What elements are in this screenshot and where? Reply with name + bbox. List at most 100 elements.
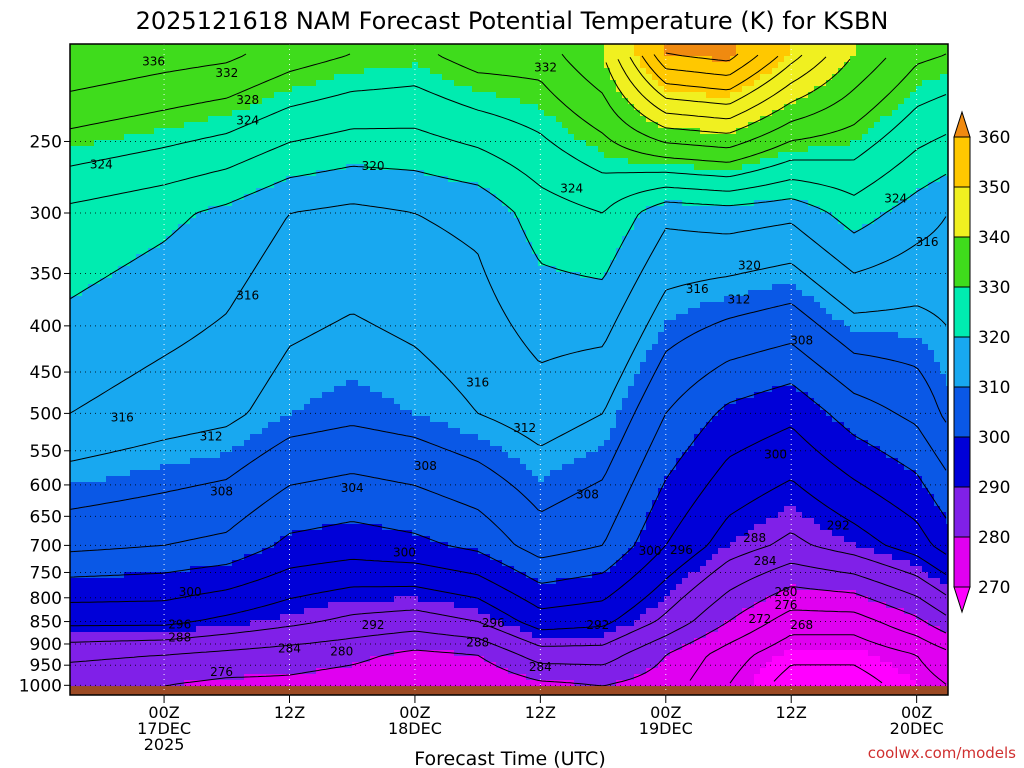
field-cell	[316, 236, 323, 243]
field-cell	[592, 98, 599, 105]
field-cell	[298, 50, 305, 57]
field-cell	[430, 80, 437, 87]
field-cell	[244, 236, 251, 243]
field-cell	[112, 50, 119, 57]
field-cell	[688, 92, 695, 99]
field-cell	[580, 152, 587, 159]
field-cell	[472, 44, 479, 51]
field-cell	[802, 212, 809, 219]
field-cell	[370, 224, 377, 231]
field-cell	[166, 134, 173, 141]
field-cell	[82, 194, 89, 201]
field-cell	[250, 224, 257, 231]
field-cell	[616, 80, 623, 87]
field-cell	[688, 80, 695, 87]
field-cell	[664, 158, 671, 165]
field-cell	[658, 44, 665, 51]
field-cell	[304, 242, 311, 249]
field-cell	[358, 200, 365, 207]
field-cell	[880, 242, 887, 249]
field-cell	[466, 128, 473, 135]
field-cell	[574, 140, 581, 147]
field-cell	[226, 92, 233, 99]
field-cell	[568, 122, 575, 129]
field-cell	[772, 188, 779, 195]
field-cell	[226, 122, 233, 129]
field-cell	[778, 110, 785, 117]
field-cell	[376, 98, 383, 105]
field-cell	[478, 158, 485, 165]
field-cell	[454, 68, 461, 75]
field-cell	[832, 68, 839, 75]
field-cell	[112, 158, 119, 165]
field-cell	[598, 56, 605, 63]
field-cell	[658, 80, 665, 87]
field-cell	[130, 86, 137, 93]
field-cell	[430, 98, 437, 105]
field-cell	[346, 158, 353, 165]
field-cell	[748, 116, 755, 123]
field-cell	[946, 152, 948, 159]
field-cell	[898, 86, 905, 93]
field-cell	[472, 62, 479, 69]
field-cell	[454, 50, 461, 57]
field-cell	[694, 50, 701, 57]
field-cell	[670, 116, 677, 123]
field-cell	[760, 80, 767, 87]
field-cell	[760, 44, 767, 51]
field-cell	[370, 122, 377, 129]
field-cell	[286, 170, 293, 177]
field-cell	[646, 230, 653, 237]
field-cell	[754, 218, 761, 225]
field-cell	[472, 164, 479, 171]
field-cell	[748, 134, 755, 141]
field-cell	[322, 74, 329, 81]
field-cell	[304, 74, 311, 81]
field-cell	[250, 122, 257, 129]
field-cell	[214, 176, 221, 183]
field-cell	[526, 62, 533, 69]
field-cell	[538, 212, 545, 219]
field-cell	[496, 236, 503, 243]
field-cell	[706, 188, 713, 195]
field-cell	[586, 236, 593, 243]
field-cell	[688, 116, 695, 123]
field-cell	[694, 236, 701, 243]
field-cell	[850, 236, 857, 243]
field-cell	[232, 110, 239, 117]
field-cell	[802, 44, 809, 51]
field-cell	[250, 74, 257, 81]
field-cell	[724, 218, 731, 225]
field-cell	[328, 92, 335, 99]
field-cell	[910, 56, 917, 63]
field-cell	[454, 74, 461, 81]
field-cell	[256, 176, 263, 183]
field-cell	[310, 68, 317, 75]
field-cell	[748, 164, 755, 171]
field-cell	[574, 182, 581, 189]
field-cell	[184, 80, 191, 87]
field-cell	[838, 62, 845, 69]
field-cell	[880, 128, 887, 135]
field-cell	[214, 158, 221, 165]
field-cell	[616, 170, 623, 177]
field-cell	[742, 134, 749, 141]
field-cell	[814, 194, 821, 201]
field-cell	[268, 62, 275, 69]
field-cell	[424, 188, 431, 195]
field-cell	[826, 206, 833, 213]
field-cell	[604, 242, 611, 249]
field-cell	[268, 176, 275, 183]
field-cell	[448, 110, 455, 117]
field-cell	[226, 98, 233, 105]
field-cell	[490, 110, 497, 117]
field-cell	[442, 86, 449, 93]
field-cell	[316, 230, 323, 237]
field-cell	[220, 110, 227, 117]
field-cell	[166, 206, 173, 213]
field-cell	[130, 110, 137, 117]
field-cell	[202, 110, 209, 117]
field-cell	[940, 98, 947, 105]
field-cell	[568, 152, 575, 159]
field-cell	[196, 62, 203, 69]
